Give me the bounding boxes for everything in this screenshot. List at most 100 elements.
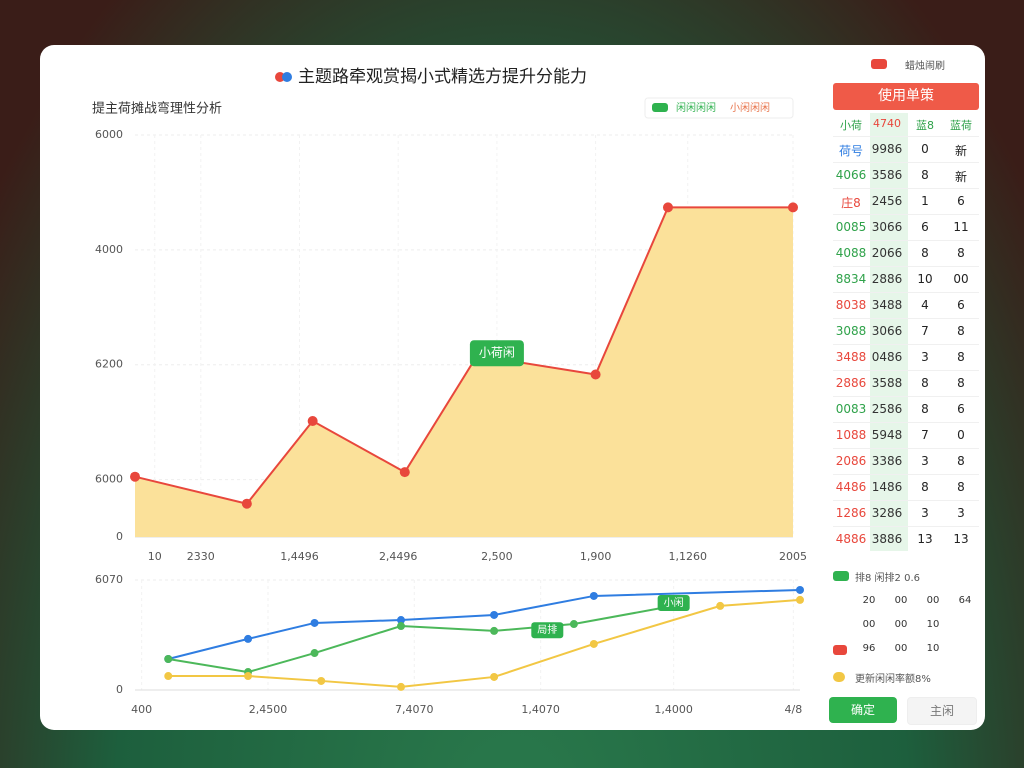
row-divider: [833, 474, 979, 475]
button[interactable]: 确定: [829, 697, 897, 723]
title-dot: [282, 72, 292, 82]
point: [164, 672, 173, 681]
x-tick-label: 1,4070: [521, 703, 560, 716]
column-header: 蓝8: [916, 119, 934, 132]
table-cell: 00: [953, 272, 969, 286]
table-cell: 2886: [871, 272, 903, 286]
table-cell: 6: [957, 298, 965, 312]
table-cell: 3286: [871, 506, 903, 520]
table-cell: 0083: [835, 402, 867, 416]
table-green-column: [870, 113, 908, 551]
column-header: 4740: [873, 117, 901, 130]
annotation-box: [657, 595, 690, 612]
point: [397, 616, 405, 625]
table-cell: 8: [957, 454, 965, 468]
y-tick-label: 6200: [95, 358, 123, 371]
table-cell: 3: [921, 350, 929, 364]
table-cell: 4088: [835, 246, 867, 260]
point: [244, 634, 253, 643]
column-header: 蓝荷: [950, 119, 972, 132]
summary-cell: 20: [862, 595, 876, 606]
point: [589, 639, 598, 648]
x-tick-label: 2,4496: [379, 550, 418, 563]
table-cell: 4: [921, 298, 929, 312]
table-cell: 3: [921, 506, 929, 520]
line: [134, 206, 793, 505]
y-tick-label: 6000: [95, 473, 123, 486]
x-tick-label: 1,1260: [668, 550, 707, 563]
table-cell: 13: [953, 532, 969, 546]
row-divider: [833, 422, 979, 423]
point: [310, 649, 319, 658]
legend-box: [644, 97, 794, 119]
summary-cell: 00: [894, 643, 908, 654]
table-cell: 7: [921, 428, 929, 442]
table-cell: 3886: [871, 532, 903, 546]
line: [168, 598, 801, 688]
row-divider: [833, 500, 979, 501]
table-cell: 13: [917, 532, 933, 546]
table-cell: 8: [921, 480, 929, 494]
x-tick-label: 2,500: [481, 550, 513, 563]
row-divider: [833, 188, 979, 189]
y-tick-label: 4000: [95, 243, 123, 256]
legend-swatch: [833, 672, 845, 682]
table-cell: 3088: [835, 324, 867, 338]
table-cell: 0486: [871, 350, 903, 364]
point: [399, 467, 410, 478]
summary-cell: 00: [894, 619, 908, 630]
table-title: 使用单策: [833, 83, 979, 110]
x-tick-label: 7,4070: [395, 703, 434, 716]
table-cell: 3488: [871, 298, 903, 312]
point: [310, 618, 319, 627]
table-cell: 6: [957, 402, 965, 416]
annotation-box: [469, 340, 524, 367]
x-tick-label: 400: [131, 703, 152, 716]
column-header: 小荷: [840, 119, 862, 132]
table-cell: 8: [957, 480, 965, 494]
row-divider: [833, 396, 979, 397]
table-cell: 8: [957, 246, 965, 260]
legend-swatch: [833, 571, 849, 581]
table-cell: 1: [921, 194, 929, 208]
x-tick-label: 4/8: [784, 703, 802, 716]
table-cell: 3: [957, 506, 965, 520]
summary-legend: 排8 闲排2 0.6: [855, 573, 920, 584]
button[interactable]: 主闲: [907, 697, 977, 725]
point: [397, 682, 405, 691]
row-divider: [833, 136, 979, 137]
table-cell: 7: [921, 324, 929, 338]
table-cell: 1286: [835, 506, 867, 520]
point: [307, 415, 318, 426]
table-cell: 3: [921, 454, 929, 468]
table-cell: 2066: [871, 246, 903, 260]
point: [796, 595, 804, 604]
area-fill: [135, 207, 793, 538]
legend-label: 蜡烛闹刷: [905, 61, 945, 72]
table-cell: 3386: [871, 454, 903, 468]
table-cell: 荷号: [838, 144, 863, 158]
point: [244, 672, 253, 681]
dashboard-card: 主题路牵观赏揭小式精选方提升分能力 提主荷摊战弯理性分析 闲闲闲闲 小闲闲闲 0 6000…: [40, 45, 985, 730]
row-divider: [833, 266, 979, 267]
summary-cell: 10: [926, 619, 940, 630]
point: [241, 498, 252, 509]
x-tick-label: 2005: [779, 550, 807, 563]
summary-note: 更新闲闲率额8%: [855, 674, 931, 685]
x-tick-label: 2330: [187, 550, 215, 563]
point: [490, 672, 499, 681]
annotation: 局排: [537, 623, 557, 636]
table-cell: 4886: [835, 532, 867, 546]
summary-cell: 64: [958, 595, 972, 606]
table-cell: 8: [921, 246, 929, 260]
legend-swatch: [871, 59, 887, 69]
y-tick-label: 6070: [95, 573, 123, 586]
table-cell: 8: [921, 376, 929, 390]
table-cell: 8834: [835, 272, 867, 286]
x-tick-label: 1,4000: [654, 703, 693, 716]
summary-cell: 00: [862, 619, 876, 630]
y-tick-label: 0: [116, 683, 123, 696]
legend-label: 小闲闲闲: [730, 101, 770, 114]
side-panel: 蜡烛闹刷 使用单策 小荷 4740 蓝8 蓝荷 荷号 9986 0 新 4066 3586 8 新庄8 24…: [829, 45, 985, 730]
title: 主题路牵观赏揭小式精选方提升分能力: [298, 67, 587, 87]
